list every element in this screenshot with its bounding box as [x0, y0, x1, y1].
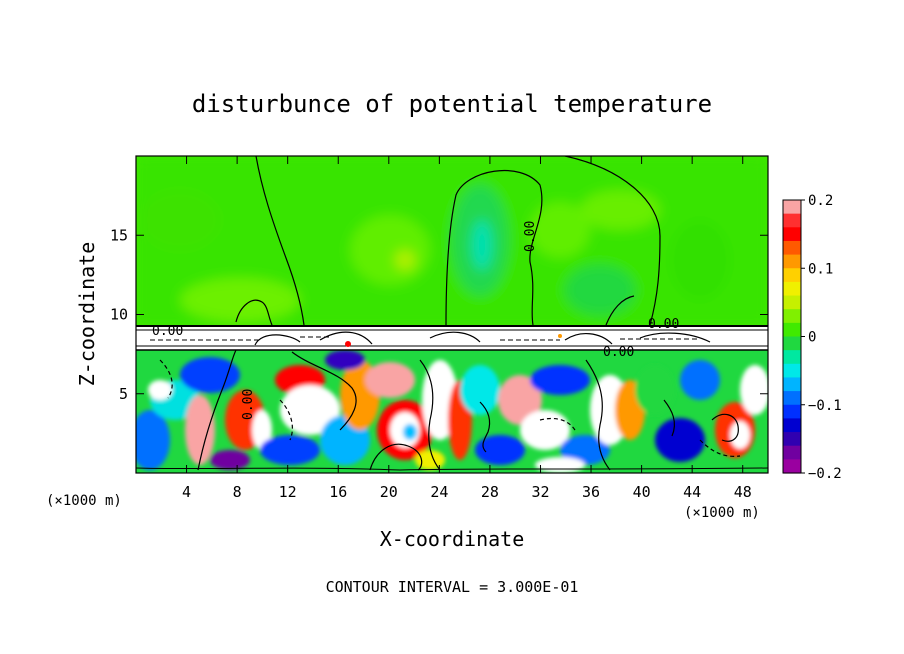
x-tick-label: 20: [380, 483, 398, 501]
x-tick-label: 24: [430, 483, 448, 501]
x-tick-label: 36: [582, 483, 600, 501]
contour-label: 0.00: [523, 221, 538, 252]
x-tick-label: 32: [531, 483, 549, 501]
colorbar-swatch: [783, 404, 801, 419]
contour-label: 0.00: [241, 389, 256, 420]
colorbar-tick-label: 0: [808, 330, 816, 346]
x-tick-label: 8: [233, 483, 242, 501]
colorbar-swatch: [783, 391, 801, 406]
colorbar-swatch: [783, 336, 801, 351]
y-tick-label: 5: [119, 385, 128, 403]
field-layers: 0.00 0.00 0.00 0.00 0.00: [136, 156, 768, 473]
y-axis: 5 10 15: [110, 226, 768, 403]
colorbar-swatch: [783, 268, 801, 283]
contour-label: 0.00: [152, 324, 183, 339]
colorbar-swatch: [783, 213, 801, 228]
x-unit-left: (×1000 m): [46, 493, 122, 509]
colorbar-swatch: [783, 295, 801, 310]
colorbar-swatch: [783, 432, 801, 447]
plot-area: 0.00 0.00 0.00 0.00 0.00 4 8 12 16 20 24 28 32 3…: [110, 155, 769, 501]
contour-lines: [136, 156, 768, 471]
x-axis-label: X-coordinate: [380, 527, 525, 551]
colorbar-swatch: [783, 377, 801, 392]
colorbar-tick-label: −0.2: [808, 466, 842, 482]
colorbar-swatch: [783, 227, 801, 242]
colorbar-swatch: [783, 281, 801, 297]
x-tick-label: 40: [633, 483, 651, 501]
colorbar-swatch: [783, 363, 801, 379]
contour-interval-note: CONTOUR INTERVAL = 3.000E-01: [326, 578, 579, 596]
x-tick-label: 16: [329, 483, 347, 501]
colorbar: 0.2 0.1 0 −0.1 −0.2: [782, 193, 842, 482]
colorbar-tick-label: 0.1: [808, 261, 833, 277]
x-axis: 4 8 12 16 20 24 28 32 36 40 44 48: [182, 156, 752, 501]
x-tick-label: 12: [279, 483, 297, 501]
y-tick-label: 15: [110, 226, 128, 244]
colorbar-swatch: [783, 240, 801, 256]
x-tick-label: 44: [683, 483, 701, 501]
x-tick-label: 28: [481, 483, 499, 501]
boundary-layer: [136, 350, 768, 473]
colorbar-swatch: [783, 322, 801, 338]
contour-label: 0.00: [648, 317, 679, 332]
x-tick-label: 4: [182, 483, 191, 501]
chart-title: disturbunce of potential temperature: [192, 90, 712, 118]
colorbar-swatch: [783, 200, 801, 215]
contour-label: 0.00: [603, 345, 634, 360]
colorbar-swatch: [783, 459, 801, 474]
y-tick-label: 10: [110, 306, 128, 324]
x-tick-label: 48: [734, 483, 752, 501]
contour-label-group: 0.00 0.00 0.00 0.00 0.00: [152, 221, 679, 420]
colorbar-tick-label: −0.1: [808, 398, 842, 414]
colorbar-swatch: [783, 309, 801, 324]
colorbar-swatch: [783, 418, 801, 433]
x-unit-right: (×1000 m): [684, 505, 760, 521]
colorbar-swatch: [783, 350, 801, 365]
upper-field: [136, 156, 768, 326]
colorbar-swatch: [783, 254, 801, 269]
colorbar-tick-label: 0.2: [808, 193, 833, 209]
inversion-layer: [136, 325, 768, 351]
y-axis-label: Z-coordinate: [75, 242, 99, 387]
colorbar-swatch: [783, 445, 801, 460]
